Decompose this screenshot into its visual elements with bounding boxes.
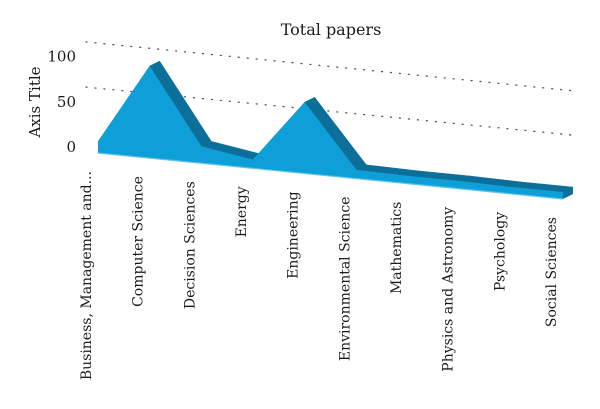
gridline: [85, 41, 579, 92]
x-tick-label: Environmental Science: [337, 197, 353, 362]
x-tick-label: Business, Management and...: [79, 171, 95, 380]
area-base-edge: [97, 152, 564, 200]
x-tick-label: Energy: [234, 186, 250, 237]
y-tick-label: 50: [57, 93, 76, 111]
x-tick-label: Computer Science: [131, 176, 147, 307]
y-axis-ticks: 0 50 100: [47, 48, 76, 157]
area-series: [97, 60, 574, 200]
x-tick-label: Mathematics: [389, 202, 405, 294]
y-axis-title: Axis Title: [26, 66, 44, 138]
x-tick-label: Decision Sciences: [182, 181, 198, 309]
x-axis-labels: Business, Management and... Computer Scie…: [79, 171, 560, 380]
x-tick-label: Physics and Astronomy: [441, 207, 457, 372]
y-tick-label: 100: [47, 48, 76, 66]
area-front-face: [98, 66, 563, 199]
area-end-cap: [563, 187, 573, 199]
x-tick-label: Social Sciences: [544, 217, 560, 327]
x-tick-label: Psychology: [492, 212, 508, 291]
chart-title: Total papers: [281, 20, 382, 39]
x-tick-label: Engineering: [286, 191, 302, 278]
y-tick-label: 0: [66, 138, 76, 156]
